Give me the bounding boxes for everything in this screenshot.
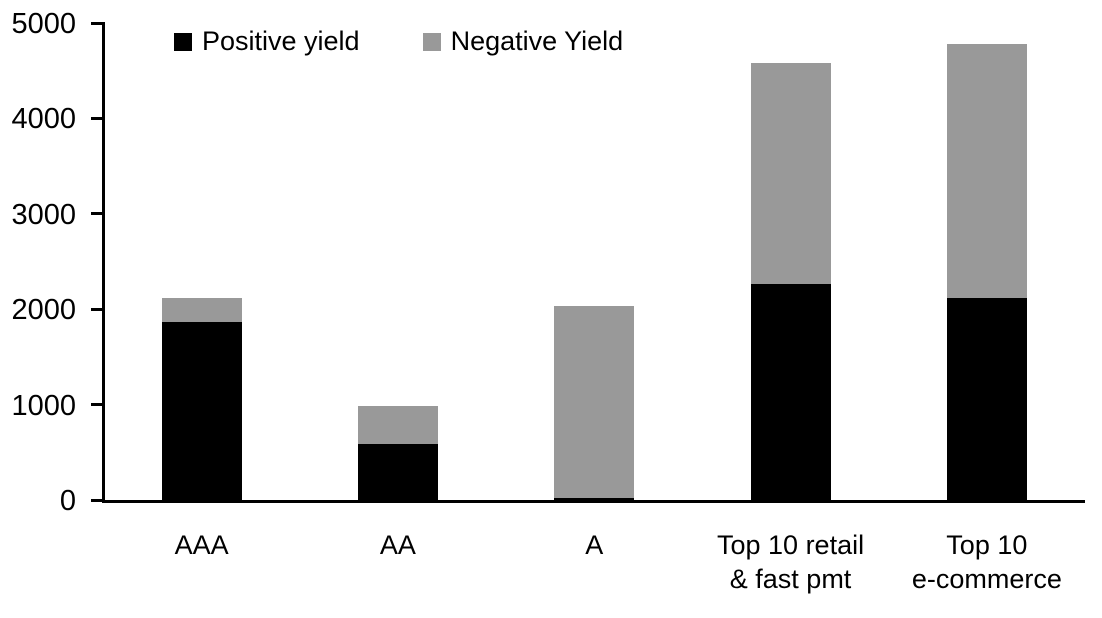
bar-segment-positive-yield-top-10-e-commerce xyxy=(946,295,1027,502)
bar-segment-negative-yield-aa xyxy=(357,405,438,444)
chart-legend: Positive yield Negative Yield xyxy=(174,26,623,57)
y-axis-tick-3000 xyxy=(91,212,104,216)
legend-marker-negative-icon xyxy=(422,32,441,51)
y-axis-tick-label-1000: 1000 xyxy=(11,389,76,422)
y-axis-tick-1000 xyxy=(91,403,104,407)
x-axis-label-a: A xyxy=(585,530,604,560)
x-axis-label-top-10-e-commerce: Top 10 e-commerce xyxy=(911,530,1062,594)
bar-segment-positive-yield-a xyxy=(554,496,635,502)
y-axis-tick-label-5000: 5000 xyxy=(11,8,76,40)
legend-marker-positive-icon xyxy=(174,32,192,51)
bar-segment-positive-yield-aa xyxy=(357,441,438,502)
y-axis-tick-label-0: 0 xyxy=(59,485,76,517)
y-axis-tick-4000 xyxy=(91,116,104,120)
bar-segment-positive-yield-top-10-retail-fast-pmt xyxy=(750,282,831,502)
y-axis-tick-label-4000: 4000 xyxy=(11,103,76,136)
bar-segment-negative-yield-top-10-retail-fast-pmt xyxy=(750,63,831,285)
x-axis-label-top-10-retail-fast-pmt: Top 10 retail & fast pmt xyxy=(717,530,865,594)
bar-segment-negative-yield-a xyxy=(554,306,635,499)
bar-segment-positive-yield-aaa xyxy=(161,319,242,502)
y-axis-line xyxy=(102,22,105,503)
y-axis-tick-2000 xyxy=(91,307,104,311)
y-axis-tick-label-3000: 3000 xyxy=(11,198,76,231)
bar-segment-negative-yield-top-10-e-commerce xyxy=(946,43,1027,298)
x-axis-label-aaa: AAA xyxy=(174,530,229,560)
legend-entry-negative-yield: Negative Yield xyxy=(422,26,624,57)
legend-label-negative: Negative Yield xyxy=(450,26,624,56)
legend-label-positive: Positive yield xyxy=(202,26,360,56)
y-axis-tick-5000 xyxy=(91,21,104,25)
bar-segment-negative-yield-aaa xyxy=(161,297,242,322)
y-axis-tick-0 xyxy=(91,498,104,502)
legend-entry-positive-yield: Positive yield xyxy=(174,26,360,57)
x-axis-label-aa: AA xyxy=(379,530,416,560)
y-axis-tick-label-2000: 2000 xyxy=(11,294,76,327)
